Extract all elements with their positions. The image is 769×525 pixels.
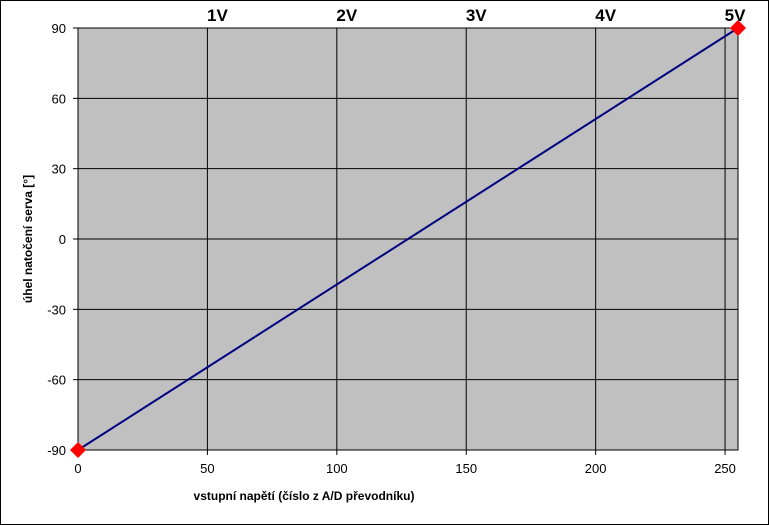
top-axis-label: 4V [595,6,616,25]
x-axis-title: vstupní napětí (číslo z A/D převodníku) [194,489,415,503]
x-tick-label: 200 [585,461,607,476]
top-axis-label: 1V [207,6,228,25]
series-line [77,27,739,451]
y-tick-label: -60 [47,373,66,388]
y-tick-label: 0 [59,232,66,247]
y-tick-label: -90 [47,443,66,458]
x-tick-label: 100 [326,461,348,476]
y-tick-label: 90 [52,21,66,36]
y-tick-label: 60 [52,91,66,106]
y-tick-labels: -90 -60 -30 0 30 60 90 [47,21,66,458]
x-tick-label: 150 [455,461,477,476]
y-axis-title: úhel natočení serva [°] [21,175,35,303]
series-layer [70,20,746,458]
x-tick-label: 0 [74,461,81,476]
x-tick-label: 250 [714,461,736,476]
y-tick-label: -30 [47,302,66,317]
top-axis-labels: 1V 2V 3V 4V 5V [207,6,746,25]
data-point [730,20,746,36]
top-axis-label: 3V [466,6,487,25]
top-axis-label: 5V [725,6,746,25]
data-point [70,442,86,458]
grid-layer [73,27,738,455]
y-tick-label: 30 [52,162,66,177]
x-tick-label: 50 [200,461,214,476]
x-tick-labels: 0 50 100 150 200 250 [74,461,736,476]
top-axis-label: 2V [336,6,357,25]
